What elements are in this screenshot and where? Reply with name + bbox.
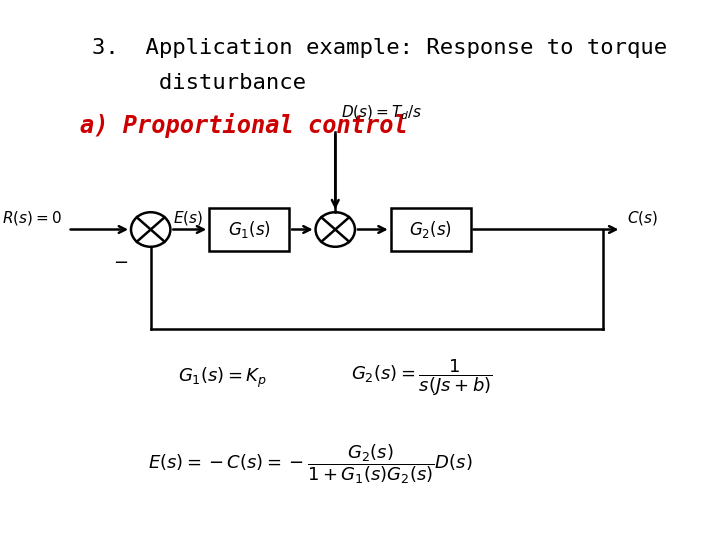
Text: disturbance: disturbance bbox=[92, 73, 306, 93]
FancyBboxPatch shape bbox=[391, 208, 471, 251]
Text: $G_1(s) = K_p$: $G_1(s) = K_p$ bbox=[179, 366, 268, 390]
Text: 3.  Application example: Response to torque: 3. Application example: Response to torq… bbox=[92, 38, 667, 58]
Text: $D(s)=T_d/s$: $D(s)=T_d/s$ bbox=[341, 103, 423, 122]
Text: $-$: $-$ bbox=[113, 252, 128, 270]
Text: $G_1(s)$: $G_1(s)$ bbox=[228, 219, 271, 240]
Text: $E(s) = -C(s) = -\dfrac{G_2(s)}{1+G_1(s)G_2(s)}D(s)$: $E(s) = -C(s) = -\dfrac{G_2(s)}{1+G_1(s)… bbox=[148, 443, 472, 486]
Text: $C(s)$: $C(s)$ bbox=[627, 209, 659, 227]
Text: a) Proportional control: a) Proportional control bbox=[80, 113, 408, 138]
Text: $E(s)$: $E(s)$ bbox=[174, 209, 204, 227]
Text: $R(s)=0$: $R(s)=0$ bbox=[1, 209, 61, 227]
Text: $G_2(s) = \dfrac{1}{s(Js+b)}$: $G_2(s) = \dfrac{1}{s(Js+b)}$ bbox=[351, 357, 492, 399]
FancyBboxPatch shape bbox=[209, 208, 289, 251]
Text: $G_2(s)$: $G_2(s)$ bbox=[409, 219, 452, 240]
